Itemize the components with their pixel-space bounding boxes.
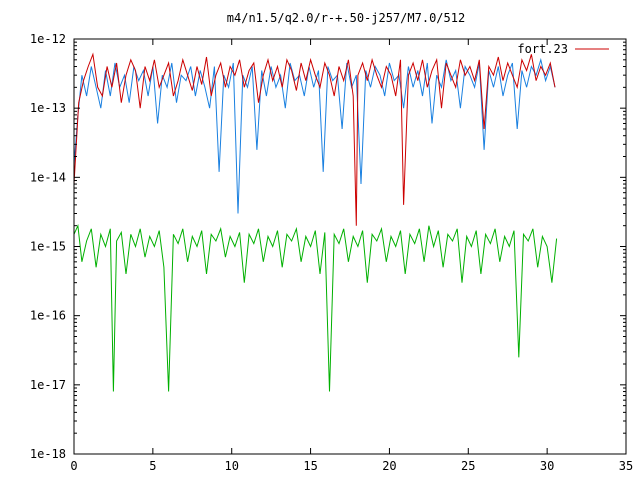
series-line-2 xyxy=(73,223,558,392)
x-tick-label: 20 xyxy=(382,459,396,473)
legend-label: fort.23 xyxy=(517,42,568,56)
series-line-0 xyxy=(73,52,556,226)
axes: 0 5 10 15 20 25 30 35 1e-18 1e-17 1e-16 1e-15 1e-14 1… xyxy=(30,32,633,473)
chart-title: m4/n1.5/q2.0/r-+.50-j257/M7.0/512 xyxy=(227,11,465,25)
y-tick-label: 1e-18 xyxy=(30,447,66,461)
y-tick-label: 1e-14 xyxy=(30,170,66,184)
y-tick-label: 1e-17 xyxy=(30,378,66,392)
legend: fort.23 xyxy=(517,42,609,56)
x-tick-label: 10 xyxy=(224,459,238,473)
plot-lines xyxy=(73,52,558,392)
series-line-1 xyxy=(73,57,556,214)
x-tick-label: 15 xyxy=(303,459,317,473)
x-tick-label: 25 xyxy=(461,459,475,473)
y-tick-label: 1e-15 xyxy=(30,240,66,254)
plot-frame xyxy=(73,38,627,455)
y-tick-label: 1e-12 xyxy=(30,32,66,46)
y-tick-label: 1e-16 xyxy=(30,309,66,323)
y-tick-label: 1e-13 xyxy=(30,101,66,115)
x-tick-label: 0 xyxy=(70,459,77,473)
x-tick-label: 35 xyxy=(619,459,633,473)
x-tick-label: 5 xyxy=(149,459,156,473)
x-tick-label: 30 xyxy=(540,459,554,473)
